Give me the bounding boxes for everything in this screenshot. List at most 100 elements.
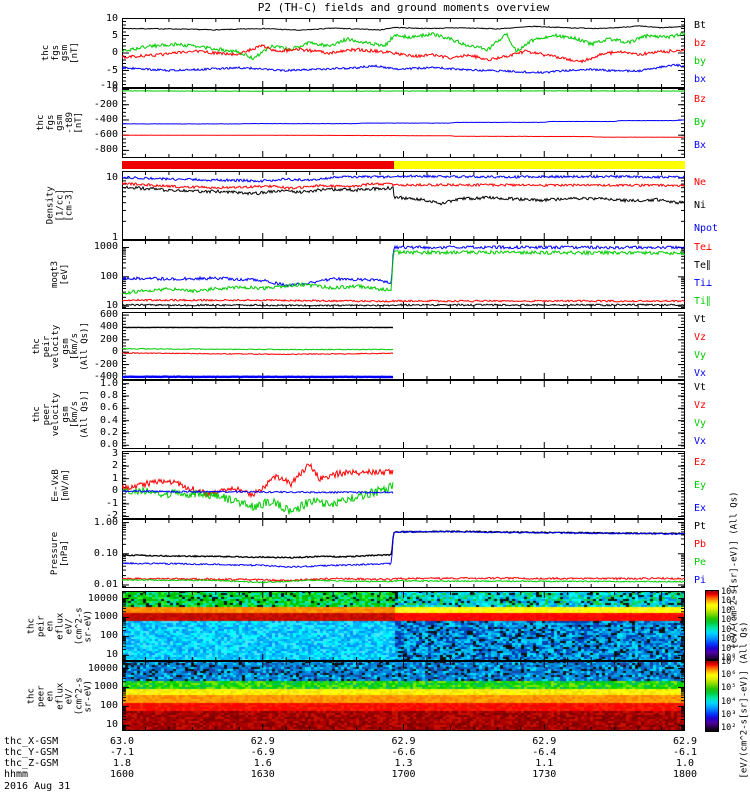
axis-value: -6.9 [250, 747, 275, 758]
colorbar-tick-label: 10⁴ [721, 615, 737, 626]
ytick-label: -200 [93, 98, 118, 110]
ytick-label: 0.10 [93, 547, 118, 559]
legend-Ex: Ex [694, 503, 707, 514]
axis-value: 1.0 [675, 758, 695, 769]
legend-Vy: Vy [694, 350, 707, 361]
legend-bz: bz [694, 38, 707, 49]
axis-value: 62.9 [672, 736, 698, 747]
axis-value: 62.9 [250, 736, 275, 747]
ytick-label: 0 [111, 346, 118, 358]
colorbar-tick-label: 10¹ [721, 643, 737, 654]
axis-value: 1.6 [253, 758, 272, 769]
ytick-label: 100 [99, 630, 118, 642]
axis-row-name-thc_X-GSM: thc_X-GSM [4, 736, 59, 747]
ytick-label: 2 [111, 460, 118, 472]
axis-row-name-hhmm: hhmm [4, 769, 29, 780]
legend-Bt: Bt [694, 20, 707, 31]
quality-bar-segment-0 [122, 161, 394, 169]
plot-title: P2 (TH-C) fields and ground moments over… [257, 1, 550, 14]
legend-Pt: Pt [694, 521, 707, 532]
legend-Ey: Ey [694, 480, 707, 491]
ytick-label: 0.8 [99, 390, 118, 402]
quality-bar-segment-1 [393, 161, 685, 169]
axis-value: 1600 [109, 769, 135, 780]
ytick-label: 0 [111, 485, 118, 497]
legend-Pi: Pi [694, 575, 707, 586]
ytick-label: 10 [105, 300, 118, 312]
axis-value: -7.1 [109, 747, 135, 758]
ytick-label: 10 [105, 13, 118, 24]
ytick-label: -400 [93, 113, 118, 125]
ytick-label: -5 [105, 64, 118, 76]
colorbar-tick-label: 10⁵ [721, 605, 737, 616]
ytick-label: -400 [93, 370, 118, 382]
legend-Npot: Npot [694, 223, 719, 234]
legend-Te∥: Te∥ [694, 260, 712, 271]
ytick-label: 1000 [93, 681, 118, 693]
legend-by: by [694, 56, 707, 67]
axis-value: 1.1 [535, 758, 554, 769]
ytick-label: 400 [99, 321, 118, 333]
spectrogram-peir-en-eflux [122, 591, 685, 661]
axis-row-name-thc_Y-GSM: thc_Y-GSM [4, 747, 59, 758]
ytick-label: -600 [93, 129, 118, 141]
ytick-label: 0 [111, 83, 118, 95]
legend-By: By [694, 117, 707, 128]
ytick-label: 1.0 [99, 377, 118, 389]
legend-Te⊥: Te⊥ [694, 242, 713, 253]
legend-Vz: Vz [694, 400, 707, 411]
panel-plot-peer-velocity [122, 380, 685, 449]
legend-Ez: Ez [694, 457, 707, 468]
panel-plot-fgs-gsm [122, 18, 685, 88]
ytick-label: 0 [111, 47, 118, 58]
colorbar-unit-text-1: [eV/(cm^2-s[sr]-eV)] (All Qs) [739, 621, 750, 779]
axis-value: -6.4 [532, 747, 557, 758]
colorbar-unit-text-0: [eV/(cm^2-s[sr]-eV)] (All Qs) [729, 491, 740, 649]
ytick-label: 10 [105, 649, 118, 661]
colorbar-tick-label: 10⁶ [721, 596, 737, 607]
colorbar-tick-label: 10⁵ [721, 683, 737, 694]
spectrogram-frame-peer-en-eflux [122, 661, 685, 731]
colorbar-tick-label: 10⁷ [721, 587, 737, 597]
legend-Vy: Vy [694, 418, 707, 429]
ytick-label: -200 [93, 358, 118, 370]
spectrogram-frame-peir-en-eflux [122, 591, 685, 661]
colorbar-unit-label-1: [eV/(cm^2-s[sr]-eV)] (All Qs) [739, 600, 750, 800]
ytick-label: 10 [105, 172, 118, 184]
ytick-label: 0.6 [99, 402, 118, 414]
ytick-label: 100 [99, 700, 118, 712]
ytick-label: 0.0 [99, 439, 118, 451]
legend-Bx: Bx [694, 140, 707, 151]
ytick-label: -2 [105, 510, 118, 522]
colorbar-tick-label: 10⁷ [721, 657, 737, 667]
colorbar-tick-label: 10² [721, 634, 737, 645]
ytick-label: 5 [111, 29, 118, 41]
colorbar-tick-label: 10³ [721, 709, 737, 720]
ytick-label: 0.2 [99, 426, 118, 438]
legend-Pb: Pb [694, 539, 707, 550]
legend-Ne: Ne [694, 177, 707, 188]
legend-Vx: Vx [694, 436, 707, 447]
axis-value: 1.8 [112, 758, 132, 769]
axis-value: 62.9 [532, 736, 557, 747]
panel-plot-peir-velocity [122, 312, 685, 380]
colorbar-tick-label: 10⁶ [721, 670, 737, 681]
panel-plot-fgs-gsm-t89 [122, 88, 685, 158]
ytick-label: 0.01 [93, 578, 118, 590]
panel-plot-density [122, 171, 685, 240]
ytick-label: 1 [111, 472, 118, 484]
legend-Vx: Vx [694, 368, 707, 379]
colorbar-tick-label: 10² [721, 723, 737, 733]
axis-value: 1700 [391, 769, 416, 780]
ytick-label: 10 [105, 719, 118, 731]
axis-value: 63.0 [109, 736, 135, 747]
ytick-label: 100 [99, 270, 118, 282]
panel-plot-pressure [122, 519, 685, 588]
axis-value: 1.3 [394, 758, 413, 769]
ytick-label: 10000 [87, 662, 118, 674]
panel-plot-efield [122, 451, 685, 519]
legend-Ti∥: Ti∥ [694, 296, 712, 307]
axis-value: -6.6 [391, 747, 416, 758]
legend-Ti⊥: Ti⊥ [694, 278, 713, 289]
